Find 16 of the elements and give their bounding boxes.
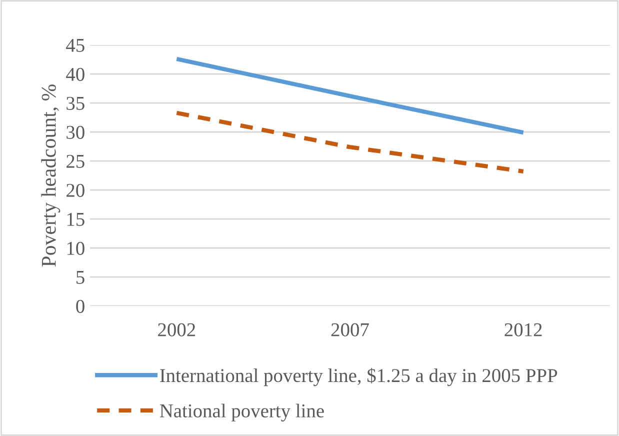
y-tick-label: 30	[66, 126, 84, 139]
legend-label: National poverty line	[160, 404, 324, 422]
y-tick-label: 40	[66, 68, 84, 81]
y-tick-label: 15	[67, 212, 84, 226]
y-tick-label: 45	[66, 38, 84, 52]
y-tick-label: 0	[76, 300, 84, 313]
legend-label: International poverty line, $1.25 a day in 2005 PPP	[160, 368, 558, 386]
y-axis-title: Poverty headcount, %	[41, 84, 60, 267]
x-tick-label: 2002	[158, 323, 196, 336]
x-tick-label: 2012	[504, 323, 542, 336]
y-tick-label: 35	[66, 96, 84, 110]
y-tick-label: 20	[66, 184, 84, 197]
y-tick-label: 10	[67, 242, 84, 255]
x-tick-label: 2007	[331, 323, 369, 336]
y-tick-label: 25	[66, 154, 84, 168]
y-tick-label: 5	[76, 271, 84, 284]
